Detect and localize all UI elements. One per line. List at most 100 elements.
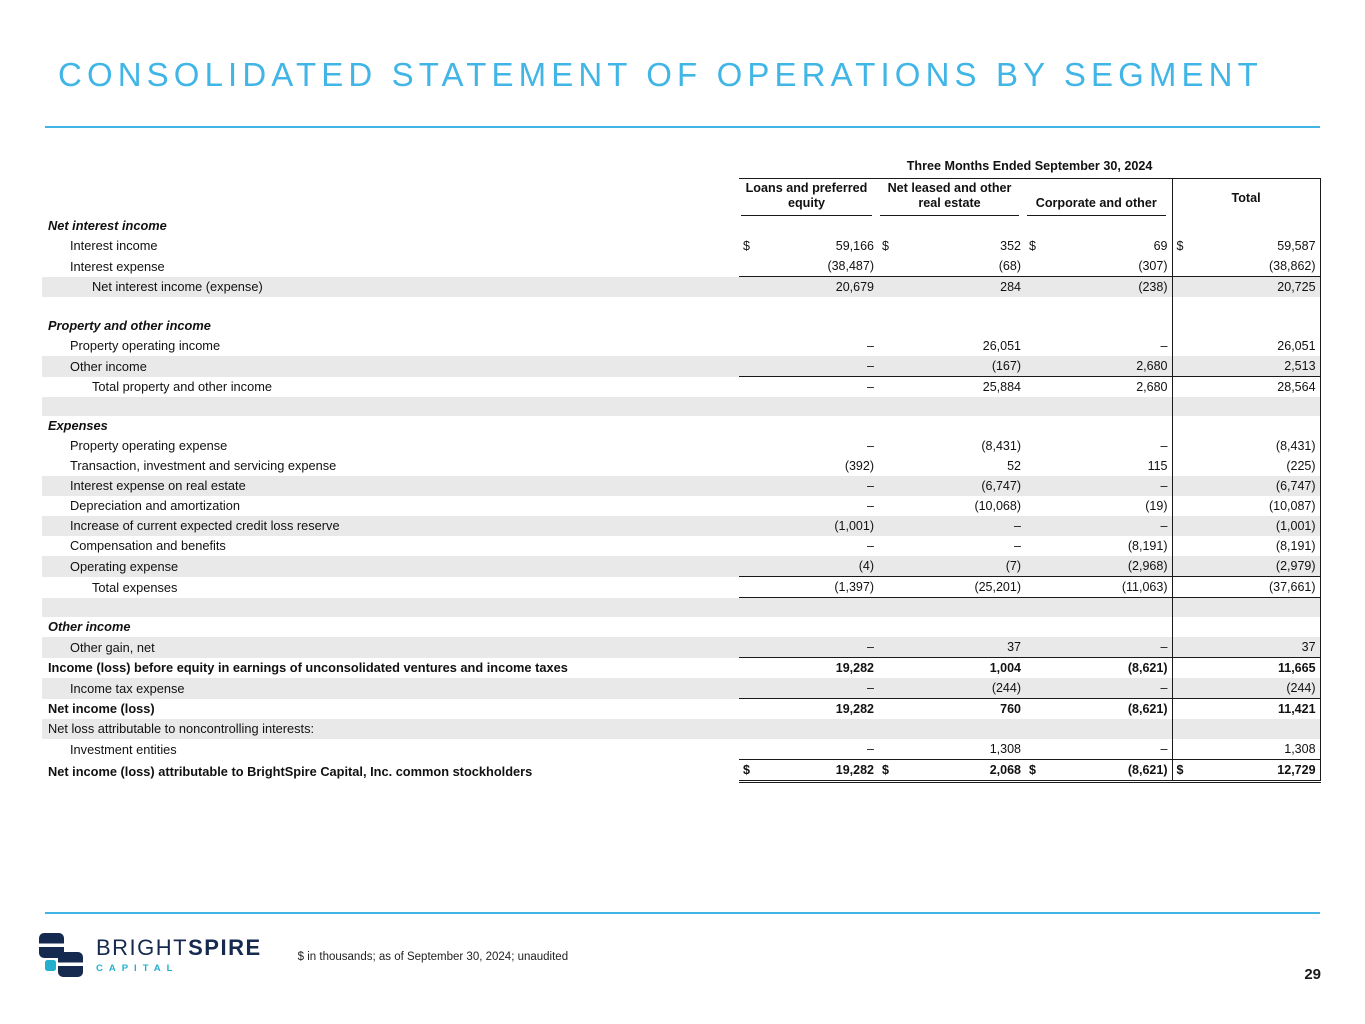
spacer-row [42, 397, 1321, 416]
value-cell [1025, 598, 1172, 618]
value-cell [739, 297, 878, 316]
value-cell: – [739, 336, 878, 356]
logo-name: BRIGHTSPIRE [96, 936, 262, 960]
value-cell: 115 [1025, 456, 1172, 476]
cell-value [1018, 299, 1021, 313]
value-cell: (167) [878, 356, 1025, 377]
col-header-label: Corporate and other [1027, 194, 1166, 216]
value-cell: – [739, 436, 878, 456]
cell-value [871, 419, 874, 433]
value-cell [1025, 216, 1172, 236]
logo-word-bright: BRIGHT [96, 935, 189, 960]
col-header-label: Loans and preferred equity [741, 179, 872, 216]
value-cell [1171, 397, 1321, 416]
value-cell: (8,431) [878, 436, 1025, 456]
period-header: Three Months Ended September 30, 2024 [739, 156, 1321, 179]
value-cell: (10,068) [878, 496, 1025, 516]
table-row: Property operating expense – (8,431) – (8,43… [42, 436, 1321, 456]
row-label [42, 598, 739, 618]
value-cell: – [1025, 476, 1172, 496]
statement-header: Three Months Ended September 30, 2024 Lo… [42, 156, 1321, 216]
cell-value [871, 319, 874, 333]
value-cell: – [739, 536, 878, 556]
value-cell: 760 [878, 699, 1025, 720]
logo-word-spire: SPIRE [188, 935, 262, 960]
cell-value: (1,001) [1275, 519, 1316, 533]
table-row: Depreciation and amortization – (10,068) (1… [42, 496, 1321, 516]
value-cell [1171, 617, 1321, 637]
value-cell: – [739, 496, 878, 516]
footer: BRIGHTSPIRE CAPITAL $ in thousands; as o… [38, 932, 568, 978]
value-cell: 26,051 [878, 336, 1025, 356]
value-cell: (6,747) [1171, 476, 1321, 496]
table-row: Other income – (167) 2,680 2,513 [42, 356, 1321, 377]
brightspire-logo-icon [39, 933, 83, 977]
table-row: Interest expense (38,487) (68) (307) (38,862… [42, 256, 1321, 277]
cell-value: (38,487) [827, 259, 874, 273]
cell-value [1018, 399, 1021, 413]
cell-value: 26,051 [982, 339, 1021, 353]
cell-value: (10,068) [974, 499, 1021, 513]
row-label: Investment entities [70, 741, 177, 757]
cell-value: – [867, 640, 874, 654]
value-cell: – [739, 739, 878, 760]
cell-value: 26,051 [1277, 339, 1316, 353]
value-cell: (2,968) [1025, 556, 1172, 577]
table-row: Net interest income (expense) 20,679 284 (2… [42, 276, 1321, 298]
value-cell: – [878, 516, 1025, 536]
value-cell: (1,397) [739, 576, 878, 598]
value-cell [878, 416, 1025, 436]
cell-value [871, 219, 874, 233]
cell-value: – [867, 742, 874, 756]
value-cell [878, 297, 1025, 316]
value-cell [878, 598, 1025, 618]
cell-value: 2,068 [989, 763, 1021, 777]
row-label [42, 297, 739, 316]
cell-value: 59,166 [835, 239, 874, 253]
value-cell: – [1025, 739, 1172, 760]
value-cell [739, 397, 878, 416]
value-cell [878, 316, 1025, 336]
cell-value [1018, 319, 1021, 333]
cell-value [1312, 399, 1315, 413]
value-cell [739, 316, 878, 336]
currency-symbol: $ [882, 763, 889, 777]
cell-value: (8,191) [1275, 539, 1316, 553]
brightspire-logo: BRIGHTSPIRE CAPITAL [38, 932, 262, 978]
value-cell: (2,979) [1171, 556, 1321, 577]
cell-value: (2,968) [1127, 559, 1168, 573]
cell-value: – [1160, 742, 1168, 756]
cell-value: – [867, 339, 874, 353]
value-cell: (37,661) [1171, 576, 1321, 598]
cell-value [1018, 600, 1021, 614]
value-cell: $352 [878, 236, 1025, 256]
value-cell [1171, 316, 1321, 336]
value-cell: (8,191) [1025, 536, 1172, 556]
value-cell: – [1025, 678, 1172, 699]
cell-value [1312, 600, 1315, 614]
row-label: Other income [48, 619, 131, 634]
cell-value: (244) [991, 681, 1021, 695]
value-cell: 2,680 [1025, 377, 1172, 398]
cell-value [871, 600, 874, 614]
table-row: Interest income $59,166 $352 $69 $59,587 [42, 236, 1321, 256]
period-row: Three Months Ended September 30, 2024 [42, 156, 1321, 179]
cell-value: (4) [858, 559, 874, 573]
row-label: Net income (loss) attributable to Bright… [48, 763, 533, 779]
value-cell: 2,680 [1025, 356, 1172, 377]
row-label: Net interest income (expense) [92, 279, 263, 294]
cell-value: (11,063) [1121, 580, 1168, 594]
cell-value [1164, 299, 1167, 313]
value-cell: (38,862) [1171, 256, 1321, 277]
value-cell: 20,679 [739, 277, 878, 298]
value-cell: (1,001) [739, 516, 878, 536]
value-cell: 25,884 [878, 377, 1025, 398]
cell-value: 59,587 [1277, 239, 1316, 253]
value-cell [1171, 416, 1321, 436]
row-label [42, 397, 739, 416]
footer-divider [45, 912, 1320, 914]
value-cell [739, 416, 878, 436]
logo-subtitle: CAPITAL [96, 963, 179, 974]
value-cell: (10,087) [1171, 496, 1321, 516]
value-cell: $2,068 [878, 759, 1025, 783]
